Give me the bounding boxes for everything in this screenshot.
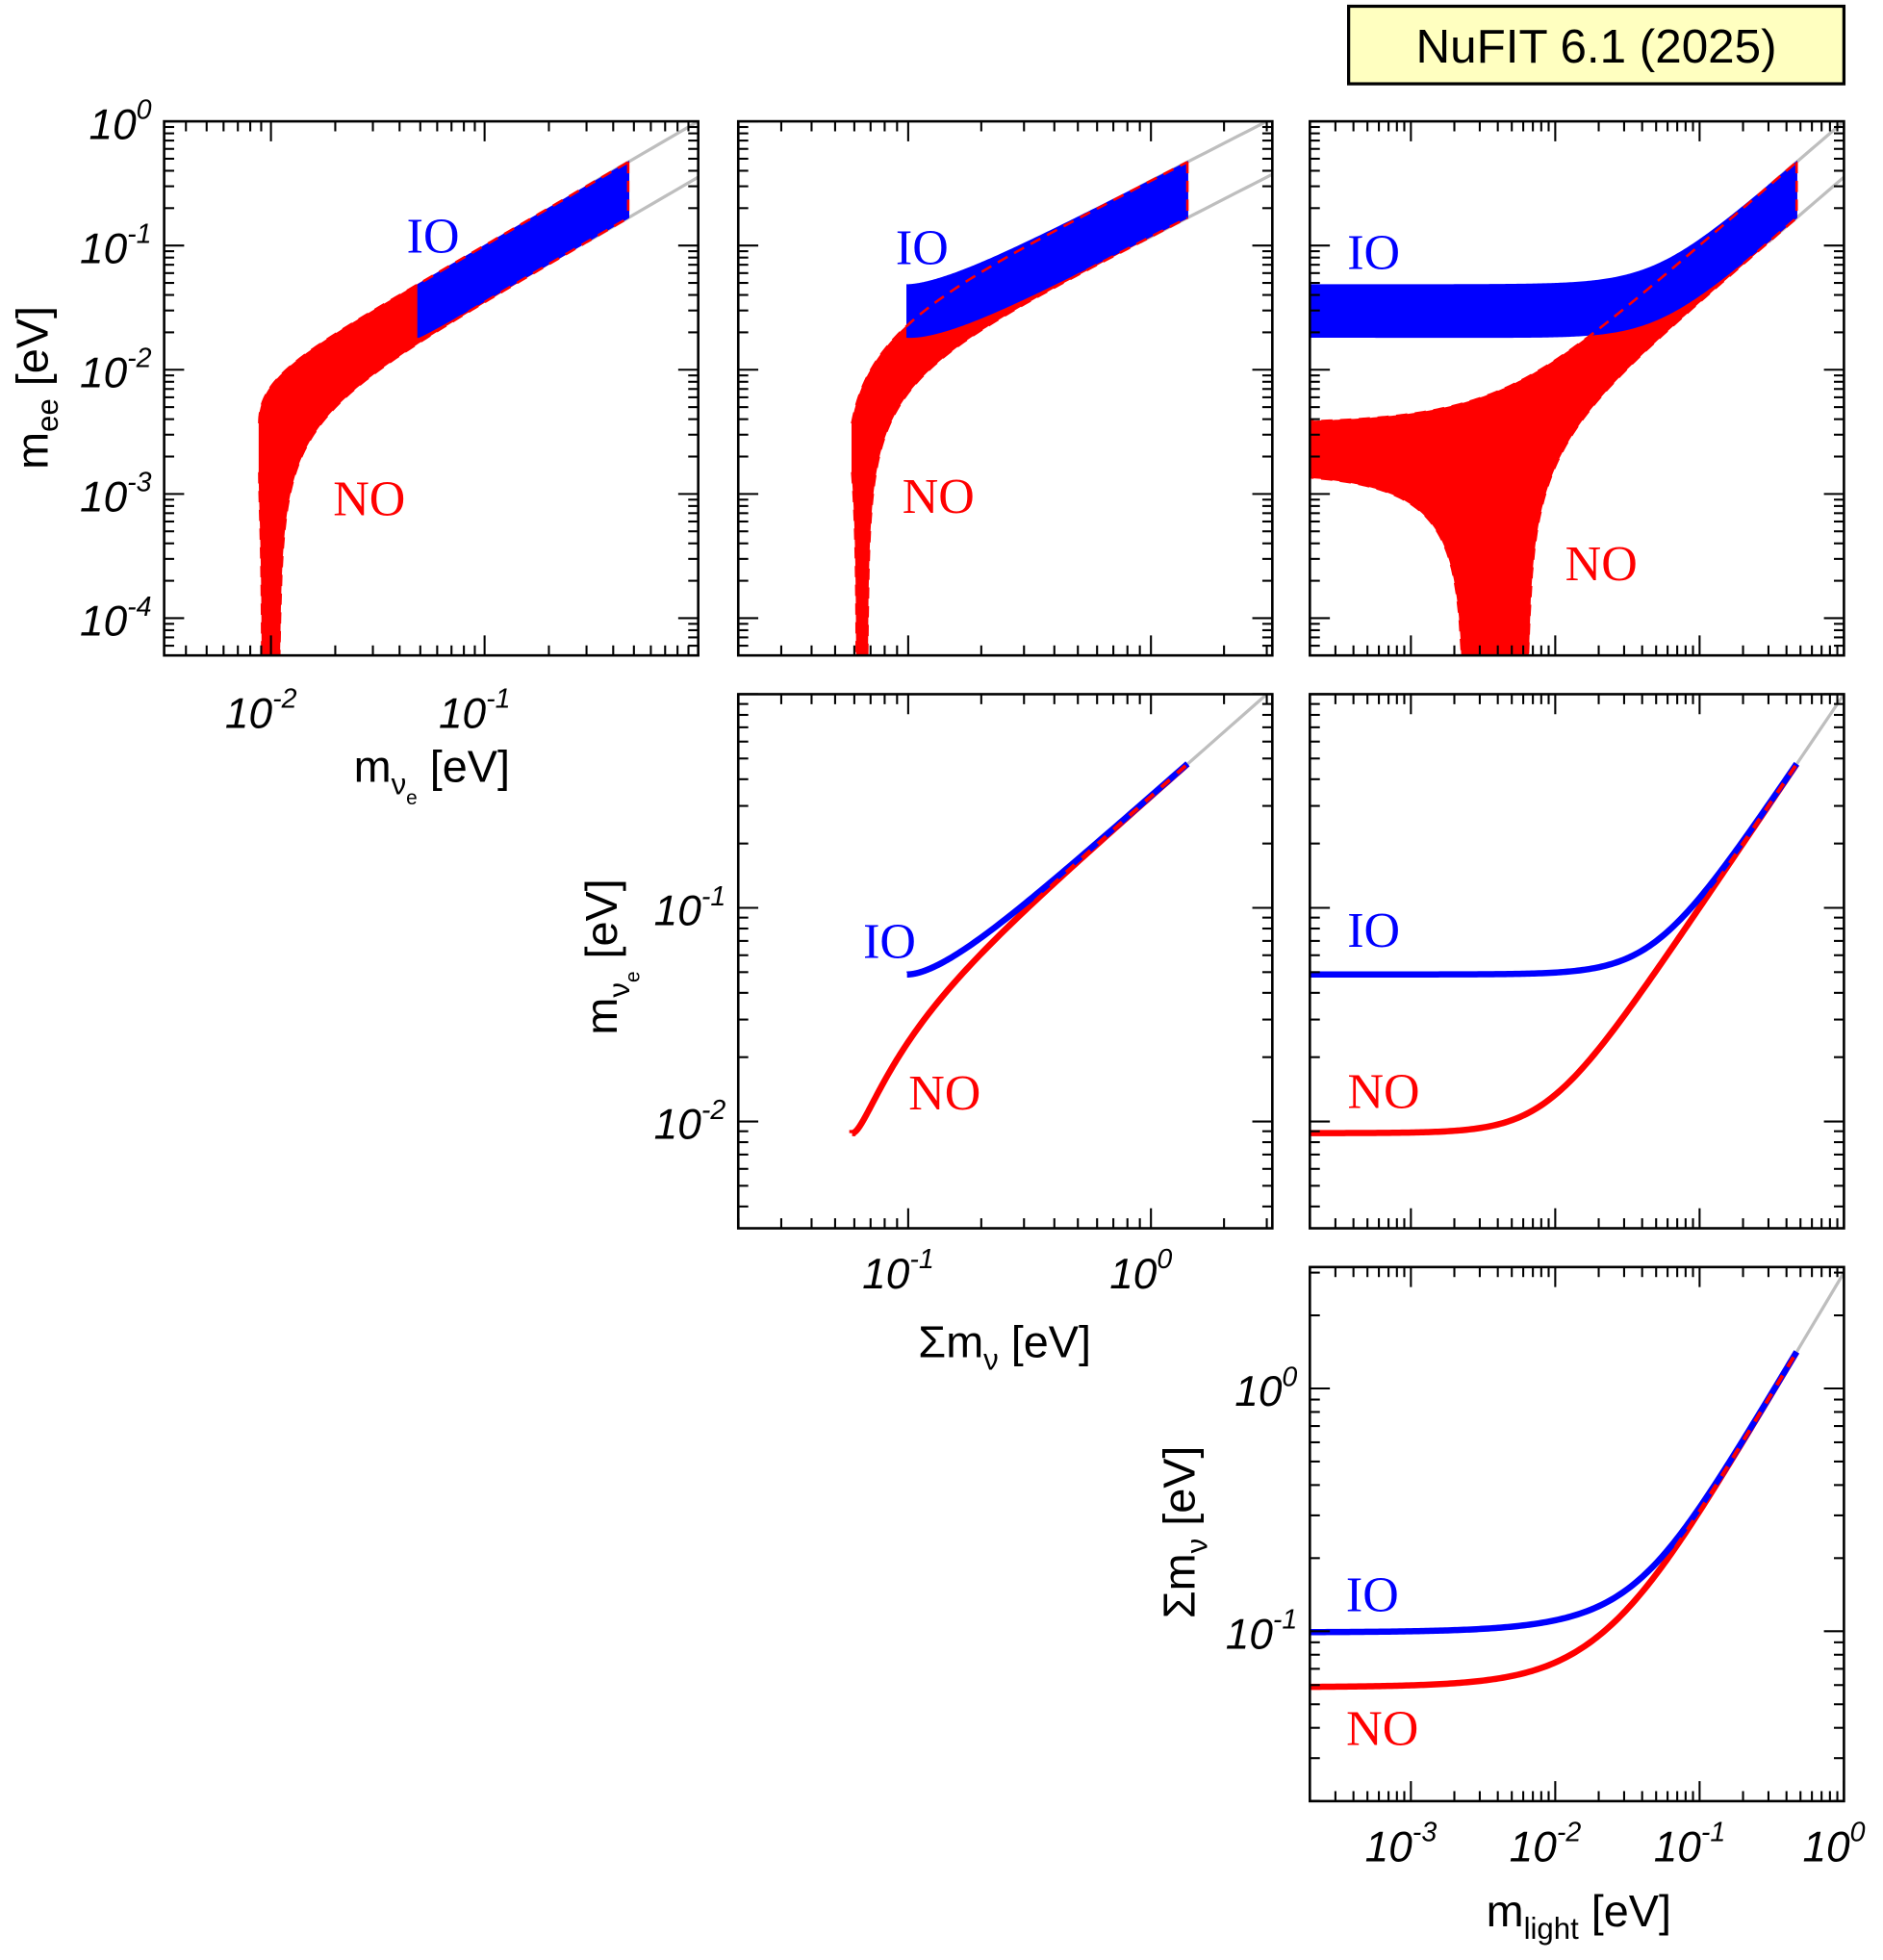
no-curve-dashed xyxy=(1310,1351,1798,1690)
x-tick-label: 100 xyxy=(1802,1818,1865,1871)
plot-frame xyxy=(736,693,1274,1230)
no-label: NO xyxy=(1346,1701,1418,1756)
io-curve xyxy=(1310,761,1799,978)
ticks xyxy=(737,120,1273,656)
y-axis-title-sum: Σmν [eV] xyxy=(1155,1446,1214,1619)
no-boundary-dashed xyxy=(851,216,1188,656)
y-tick-label: 10-1 xyxy=(80,219,152,273)
x-tick-label: 100 xyxy=(1109,1244,1172,1298)
no-label: NO xyxy=(1347,1065,1419,1120)
io-label: IO xyxy=(863,915,916,970)
title-text: NuFIT 6.1 (2025) xyxy=(1415,20,1776,73)
limit-line-lower xyxy=(1139,172,1273,244)
y-tick-label: 10-4 xyxy=(80,592,152,646)
no-label: NO xyxy=(333,472,405,527)
io-label: IO xyxy=(1347,225,1400,280)
limit-line xyxy=(1139,694,1270,807)
y-tick-label: 10-2 xyxy=(80,344,152,397)
plot-frame xyxy=(163,119,700,657)
plot-area xyxy=(1310,694,1845,1136)
x-tick-label: 10-1 xyxy=(439,684,511,738)
limit-line-lower xyxy=(585,175,699,244)
panel-p3: IO NO xyxy=(1309,119,1845,657)
no-region xyxy=(1310,160,1797,656)
y-tick-label: 100 xyxy=(89,94,152,148)
x-tick-label: 10-1 xyxy=(1654,1818,1726,1871)
x-axis-title-sum: Σmν [eV] xyxy=(918,1316,1091,1376)
no-boundary-dashed xyxy=(851,161,1188,425)
y-tick-label: 10-3 xyxy=(80,468,152,522)
panel-p1: 10-2 10-1 100 10-1 10-2 10-3 10-4 IO NO xyxy=(80,94,700,738)
panel-p4: 10-1 100 10-1 10-2 IO NO xyxy=(654,693,1274,1298)
limit-line-upper xyxy=(1139,121,1271,189)
plot-area xyxy=(851,121,1273,656)
x-tick-label: 10-3 xyxy=(1365,1818,1438,1871)
io-region xyxy=(906,161,1188,339)
ticks xyxy=(1309,693,1845,1229)
plot-area xyxy=(849,694,1270,1136)
plot-frame xyxy=(1309,693,1845,1230)
limit-line-upper xyxy=(1767,121,1845,188)
y-tick-label: 10-1 xyxy=(654,881,726,935)
no-label: NO xyxy=(908,1066,980,1121)
io-label: IO xyxy=(407,210,460,265)
no-boundary-dashed xyxy=(1310,216,1798,656)
plot-frame xyxy=(1309,119,1845,657)
panel-p6: 10-3 10-2 10-1 100 100 10-1 IO NO xyxy=(1226,1265,1866,1871)
io-curve xyxy=(905,761,1190,978)
no-curve xyxy=(1310,1350,1800,1691)
y-tick-label: 100 xyxy=(1234,1362,1297,1415)
y-tick-label: 10-1 xyxy=(1226,1605,1298,1659)
no-boundary-dashed xyxy=(258,161,629,423)
plot-frame xyxy=(1309,1265,1845,1803)
limit-line-lower xyxy=(1767,174,1845,243)
plot-area xyxy=(258,121,699,656)
no-label: NO xyxy=(1565,537,1638,592)
x-axis-title-mnue: mνe [eV] xyxy=(354,741,510,808)
y-axis-title-mee: mee [eV] xyxy=(8,306,64,470)
no-boundary-dashed xyxy=(1310,161,1798,423)
io-region xyxy=(1310,160,1797,339)
ticks xyxy=(1309,120,1845,656)
x-tick-label: 10-1 xyxy=(862,1244,934,1298)
x-axis-title-mlight: mlight [eV] xyxy=(1487,1886,1671,1946)
limit-line xyxy=(1767,1269,1845,1400)
limit-line xyxy=(1767,694,1845,807)
title-box-background xyxy=(1347,4,1846,86)
no-curve-dashed xyxy=(850,762,1189,1135)
no-boundary-dashed xyxy=(258,216,629,656)
panel-p5: IO NO xyxy=(1309,693,1845,1230)
plot-area xyxy=(1310,121,1845,656)
x-tick-label: 10-2 xyxy=(225,684,297,738)
plot-frame xyxy=(736,119,1274,657)
io-label: IO xyxy=(896,220,949,275)
no-label: NO xyxy=(903,470,975,524)
y-axis-title-mnue: mνe [eV] xyxy=(576,878,644,1034)
no-curve-dashed xyxy=(1310,763,1798,1135)
io-curve xyxy=(1310,1350,1800,1636)
io-label: IO xyxy=(1347,904,1400,958)
io-label: IO xyxy=(1346,1567,1399,1622)
x-tick-label: 10-2 xyxy=(1510,1818,1582,1871)
limit-line-upper xyxy=(585,121,699,188)
ticks xyxy=(737,693,1273,1229)
y-tick-label: 10-2 xyxy=(654,1095,726,1149)
title-box: NuFIT 6.1 (2025) xyxy=(1347,4,1846,86)
panel-p2: IO NO xyxy=(736,119,1274,657)
